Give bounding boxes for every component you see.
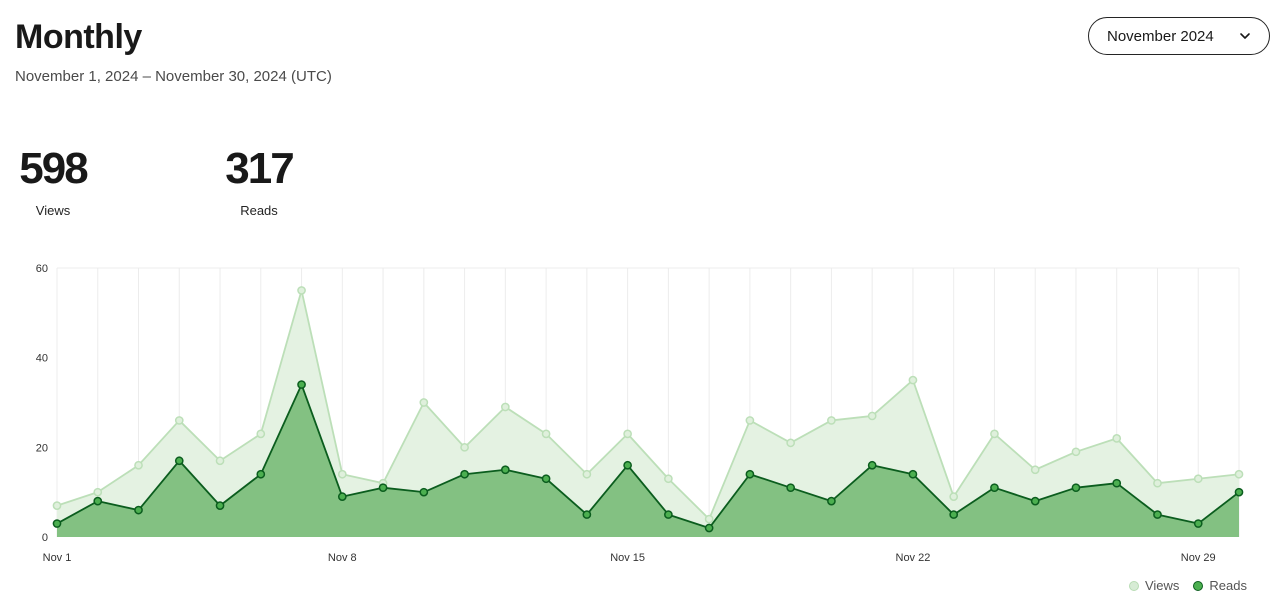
y-tick-label: 0 — [42, 532, 48, 544]
reads-point — [378, 483, 388, 493]
views-point — [1234, 469, 1244, 479]
month-select-value: November 2024 — [1107, 27, 1214, 45]
views-point — [990, 429, 999, 439]
views-point — [500, 402, 510, 412]
reads-point — [460, 469, 469, 479]
y-tick-label: 20 — [36, 442, 48, 454]
reads-point — [664, 510, 673, 519]
views-line — [56, 289, 1240, 520]
reads-label: Reads — [240, 203, 278, 218]
page-title: Monthly — [15, 18, 142, 56]
date-range: November 1, 2024 – November 30, 2024 (UT… — [15, 68, 332, 85]
views-point — [419, 398, 429, 407]
reads-point — [1234, 487, 1244, 497]
x-tick-label: Nov 15 — [610, 552, 645, 564]
views-point — [256, 429, 266, 439]
reads-point — [500, 465, 510, 475]
y-tick-label: 60 — [36, 263, 48, 275]
legend-reads-marker — [1193, 580, 1204, 591]
reads-point — [1153, 510, 1162, 519]
reads-point — [1071, 483, 1081, 493]
views-point — [827, 416, 836, 425]
reads-point — [908, 469, 918, 479]
reads-point — [1112, 478, 1122, 488]
views-point — [460, 442, 469, 452]
views-point — [786, 438, 796, 448]
reads-point — [827, 496, 836, 506]
reads-point — [704, 523, 714, 533]
reads-point — [990, 483, 999, 493]
views-label: Views — [35, 203, 71, 218]
month-select-dropdown[interactable]: November 2024 — [1088, 17, 1270, 55]
views-point — [134, 460, 143, 470]
y-tick-label: 40 — [36, 353, 48, 365]
legend-views-label: Views — [1144, 578, 1180, 593]
reads-point — [215, 501, 225, 510]
views-point — [1071, 447, 1081, 457]
reads-point — [541, 474, 551, 484]
legend-views-marker — [1128, 580, 1139, 591]
views-count: 598 — [19, 144, 88, 193]
views-point — [949, 492, 959, 501]
views-point — [867, 411, 877, 421]
reads-point — [337, 492, 347, 501]
reads-point — [174, 456, 184, 466]
views-point — [704, 514, 714, 524]
legend-reads-label: Reads — [1209, 578, 1247, 593]
views-point — [623, 429, 632, 439]
x-tick-label: Nov 8 — [328, 552, 357, 564]
reads-area — [57, 384, 1239, 537]
reads-point — [949, 510, 959, 519]
views-point — [337, 469, 347, 479]
x-tick-label: Nov 1 — [43, 552, 72, 564]
legend-item-reads[interactable]: Reads — [1193, 578, 1247, 593]
views-point — [93, 487, 103, 497]
views-point — [745, 416, 755, 425]
legend-item-views[interactable]: Views — [1128, 578, 1180, 593]
reads-point — [786, 483, 796, 493]
reads-line — [56, 383, 1240, 529]
views-point — [297, 286, 306, 295]
x-tick-label: Nov 22 — [896, 552, 931, 564]
reads-point — [623, 460, 632, 470]
views-point — [541, 429, 551, 439]
views-point — [1112, 434, 1122, 443]
reads-point — [134, 505, 143, 515]
monthly-stats-chart: 0 20 40 60 Nov 1 Nov 8 Nov 15 Nov 22 Nov 29 — [36, 263, 1244, 564]
views-point — [1193, 474, 1203, 484]
views-stat: 598 Views — [14, 143, 92, 218]
reads-point — [867, 460, 877, 470]
views-area — [57, 290, 1239, 537]
views-point — [215, 456, 225, 466]
reads-point — [256, 469, 266, 479]
chart-legend: Views Reads — [1128, 578, 1247, 593]
views-point — [52, 501, 62, 510]
reads-point — [93, 496, 103, 506]
views-point — [582, 469, 592, 479]
views-point — [1030, 465, 1040, 475]
views-point — [664, 474, 673, 484]
reads-point — [52, 519, 62, 528]
chevron-down-icon — [1239, 30, 1251, 42]
reads-point — [297, 380, 306, 389]
views-point — [1153, 478, 1162, 488]
reads-point — [1030, 496, 1040, 506]
x-tick-label: Nov 29 — [1181, 552, 1216, 564]
views-point — [174, 416, 184, 425]
reads-count: 317 — [225, 144, 294, 193]
reads-stat: 317 Reads — [224, 143, 294, 218]
reads-point — [582, 510, 592, 519]
reads-point — [1193, 519, 1203, 528]
reads-point — [745, 469, 755, 479]
views-point — [908, 375, 918, 385]
reads-point — [419, 487, 429, 497]
